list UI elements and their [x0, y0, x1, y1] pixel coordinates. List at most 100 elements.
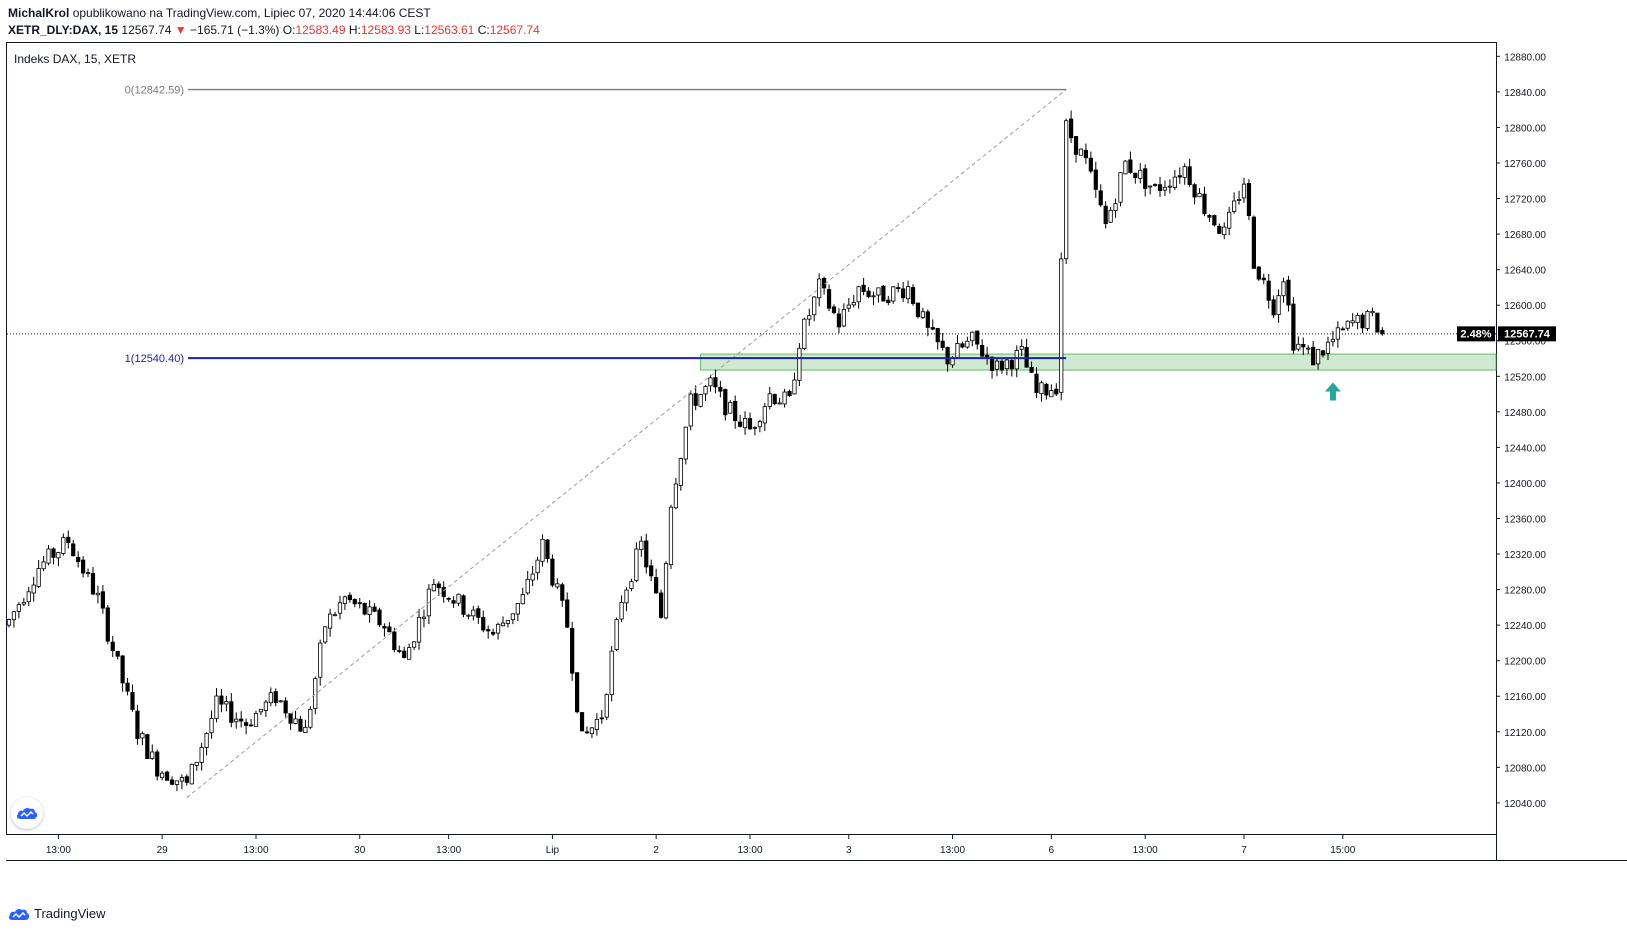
arrow-up-icon [1324, 382, 1341, 401]
time-tick-label: 13:00 [436, 845, 461, 856]
candle [174, 780, 180, 792]
candle [1296, 336, 1301, 352]
candle-body [1093, 169, 1098, 190]
candle-body [352, 599, 357, 605]
candle [1177, 167, 1182, 184]
candle [1167, 179, 1172, 194]
candle-body [920, 311, 926, 318]
candle [456, 593, 461, 607]
candle [397, 645, 402, 654]
candle-body [1217, 225, 1222, 234]
candle-body [525, 578, 530, 594]
candle-body [1059, 258, 1064, 393]
candle [787, 389, 792, 397]
candle [575, 672, 580, 714]
candle-body [965, 340, 970, 348]
price-tick-label: 12320.00 [1504, 550, 1546, 561]
candle-body [278, 700, 283, 703]
candle [76, 551, 81, 568]
candle [1192, 183, 1197, 205]
price-tick-label: 12360.00 [1504, 514, 1546, 525]
candle [332, 611, 338, 617]
last-price: 12567.74 [121, 23, 172, 37]
time-tick-label: 7 [1241, 845, 1247, 856]
candle-body [1335, 327, 1340, 340]
candle [1222, 222, 1227, 240]
candle-body [925, 311, 930, 328]
candle-body [802, 318, 807, 349]
candle [1197, 188, 1202, 198]
candle [189, 763, 194, 785]
candle [871, 291, 876, 306]
candle-body [1073, 136, 1079, 155]
candle [822, 276, 827, 295]
candle-body [258, 708, 264, 713]
footer-brand[interactable]: TradingView [8, 906, 106, 921]
candle [41, 555, 46, 572]
candle-body [85, 572, 91, 575]
candle [1212, 214, 1217, 227]
candle-body [777, 402, 782, 405]
candle [1039, 380, 1044, 402]
price-tick-label: 12080.00 [1504, 763, 1546, 774]
candle-body [910, 287, 916, 304]
time-axis[interactable]: 13:00 29 13:00 30 13:00 Lip 2 13:00 3 13:00 6 13:00… [46, 834, 1356, 856]
candle-body [303, 726, 308, 734]
candle-body [1014, 350, 1019, 370]
candle [362, 602, 367, 616]
candle-body [332, 614, 338, 617]
close-value: 12567.74 [489, 23, 540, 37]
candle [505, 620, 511, 628]
candle [693, 385, 698, 411]
time-tick-label: 6 [1049, 845, 1055, 856]
candle [960, 341, 965, 349]
candle [935, 327, 940, 350]
candle [421, 609, 427, 628]
candle [476, 605, 481, 624]
candle-body [1232, 200, 1237, 212]
candle-body [288, 713, 293, 724]
candle-body [456, 593, 461, 604]
tradingview-logo-button[interactable] [11, 797, 43, 829]
candle-body [812, 296, 817, 316]
candle-body [436, 583, 441, 589]
candle [273, 688, 278, 707]
time-tick-label: 30 [354, 845, 366, 856]
candle-body [1029, 366, 1034, 373]
candle-body [244, 722, 249, 726]
candle-body [624, 589, 629, 604]
candle [1355, 312, 1360, 330]
price-axis[interactable]: 12040.00 12080.00 12120.00 12160.00 12200.00… [1496, 52, 1546, 810]
candle-body [1182, 166, 1187, 178]
candle [1286, 275, 1291, 312]
low-label: L: [414, 23, 425, 37]
candle-body [1261, 277, 1266, 281]
candle-body [698, 393, 703, 407]
candles-layer [6, 110, 1385, 792]
candle-body [668, 506, 674, 566]
candle-body [253, 713, 259, 727]
candle [1202, 186, 1207, 217]
author-name[interactable]: MichalKrol [8, 6, 70, 20]
candle [1014, 345, 1019, 378]
candle-body [866, 290, 871, 298]
candle-body [56, 552, 61, 559]
candle-body [762, 406, 767, 424]
candle [713, 369, 718, 394]
candle [318, 639, 323, 686]
candle [915, 302, 921, 319]
candle [214, 688, 219, 723]
candle-body [1034, 373, 1039, 393]
candle-body [1246, 182, 1252, 216]
candle [95, 585, 101, 604]
candle [36, 559, 41, 589]
candle-body [239, 718, 244, 722]
candle-body [604, 694, 609, 718]
candle [71, 539, 76, 557]
high-label: H: [348, 23, 361, 37]
symbol-label: XETR_DLY:DAX, 15 [8, 23, 119, 37]
candle [1049, 384, 1054, 398]
candle [110, 636, 115, 658]
candle [347, 592, 352, 603]
